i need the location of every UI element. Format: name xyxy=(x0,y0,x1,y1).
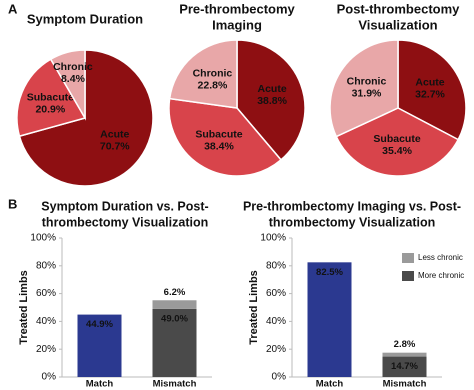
legend-label: More chronic xyxy=(418,271,464,280)
y-tick-label: 60% xyxy=(36,288,56,299)
bar-segment xyxy=(382,356,427,377)
value-label: 31.9% xyxy=(352,88,382,100)
chart-title: Symptom Duration xyxy=(27,11,143,26)
chart-title: thrombectomy Visualization xyxy=(269,215,435,229)
bar-segment xyxy=(382,352,427,357)
pie-slice xyxy=(168,39,238,109)
bar-segment xyxy=(307,262,352,377)
x-tick-label: Match xyxy=(316,379,344,390)
x-tick-label: Match xyxy=(86,379,114,390)
y-axis-label: Treated Limbs xyxy=(248,270,260,345)
y-tick-label: 80% xyxy=(36,260,56,271)
value-label: 32.7% xyxy=(415,88,445,100)
pie-slice xyxy=(329,39,399,138)
legend-swatch xyxy=(402,253,414,263)
y-tick-label: 80% xyxy=(266,260,286,271)
legend-label: Less chronic xyxy=(418,253,463,262)
value-label: 22.8% xyxy=(198,80,228,92)
value-label: 35.4% xyxy=(382,145,412,157)
y-tick-label: 100% xyxy=(30,233,56,244)
y-tick-label: 40% xyxy=(36,316,56,327)
pie-slice xyxy=(16,58,87,138)
y-tick-label: 60% xyxy=(266,288,286,299)
slice-label: Acute xyxy=(415,76,444,88)
chart-title: Post-thrombectomy xyxy=(337,1,461,16)
y-tick-label: 0% xyxy=(42,372,57,383)
chart-title: Symptom Duration vs. Post- xyxy=(41,199,208,213)
pie-slice xyxy=(335,107,460,177)
legend-swatch xyxy=(402,271,414,281)
value-label: 8.4% xyxy=(61,73,86,85)
y-tick-label: 20% xyxy=(266,344,286,355)
value-label: 6.2% xyxy=(164,287,186,298)
slice-label: Chronic xyxy=(347,76,387,88)
panel-label: B xyxy=(8,196,17,211)
chart-title: Pre-thrombectomy Imaging vs. Post- xyxy=(243,199,461,213)
pie-slice xyxy=(397,39,467,141)
x-tick-label: Mismatch xyxy=(153,379,197,390)
chart-title: Pre-thrombectomy xyxy=(179,1,295,16)
bar-segment xyxy=(77,314,122,377)
y-axis-label: Treated Limbs xyxy=(18,270,30,345)
value-label: 38.4% xyxy=(204,141,234,153)
bar-segment xyxy=(152,300,197,309)
y-tick-label: 100% xyxy=(260,233,286,244)
panel-label: A xyxy=(8,1,18,16)
value-label: 70.7% xyxy=(100,140,130,152)
value-label: 38.8% xyxy=(257,95,287,107)
pie-slice xyxy=(236,39,306,161)
pie-slice xyxy=(18,49,154,187)
slice-label: Subacute xyxy=(27,92,74,104)
value-label: 20.9% xyxy=(35,104,65,116)
slice-label: Acute xyxy=(258,83,287,95)
slice-label: Acute xyxy=(100,128,129,140)
value-label: 44.9% xyxy=(86,319,113,330)
value-label: 14.7% xyxy=(391,361,418,372)
chart-title: Visualization xyxy=(358,17,437,32)
x-tick-label: Mismatch xyxy=(383,379,427,390)
chart-title: Imaging xyxy=(212,17,262,32)
bar-segment xyxy=(152,308,197,377)
slice-label: Subacute xyxy=(195,129,242,141)
value-label: 49.0% xyxy=(161,313,188,324)
y-tick-label: 40% xyxy=(266,316,286,327)
chart-title: thrombectomy Visualization xyxy=(42,215,208,229)
value-label: 82.5% xyxy=(316,267,343,278)
y-tick-label: 20% xyxy=(36,344,56,355)
value-label: 2.8% xyxy=(394,339,416,350)
pie-slice xyxy=(49,49,86,121)
y-tick-label: 0% xyxy=(272,372,287,383)
slice-label: Subacute xyxy=(373,133,420,145)
slice-label: Chronic xyxy=(53,61,93,73)
slice-label: Chronic xyxy=(193,68,233,80)
pie-slice xyxy=(168,97,283,177)
